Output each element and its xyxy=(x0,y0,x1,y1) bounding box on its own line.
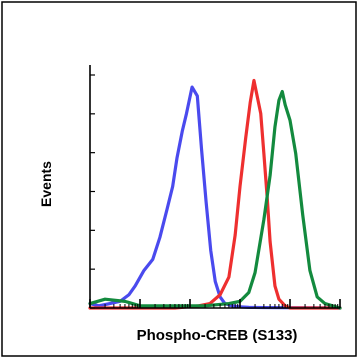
x-axis-label: Phospho-CREB (S133) xyxy=(137,327,298,344)
y-ticks xyxy=(90,74,95,309)
plot-area xyxy=(88,65,342,310)
series-line-3 xyxy=(88,89,342,310)
axes xyxy=(89,65,341,309)
y-axis-label: Events xyxy=(38,161,54,207)
series-group xyxy=(88,78,342,310)
x-ticks xyxy=(89,299,341,308)
series-line-2 xyxy=(88,78,342,310)
series-line-1 xyxy=(88,85,342,310)
